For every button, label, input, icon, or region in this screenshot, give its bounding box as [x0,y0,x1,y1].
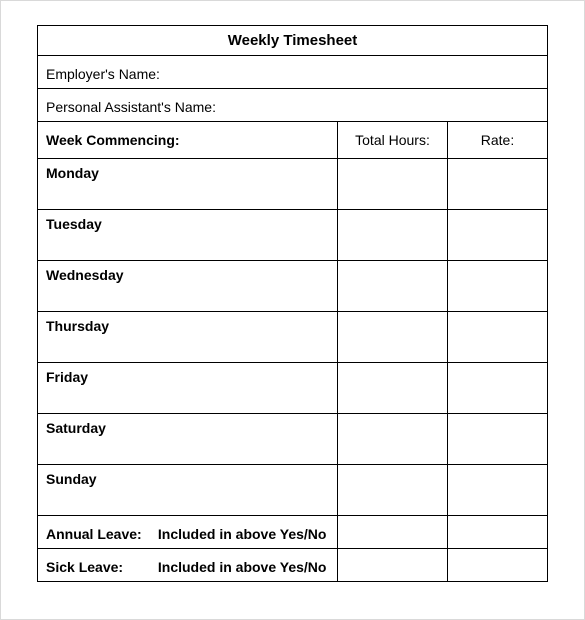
day-row: Wednesday [38,261,547,312]
page: Weekly Timesheet Employer's Name: Person… [0,0,585,620]
day-row: Friday [38,363,547,414]
annual-leave-row: Annual Leave: Included in above Yes/No [38,516,547,549]
day-label: Wednesday [38,261,337,312]
day-row: Monday [38,159,547,210]
rate-cell [447,516,547,549]
total-hours-header: Total Hours: [337,122,447,159]
day-label: Tuesday [38,210,337,261]
day-label: Saturday [38,414,337,465]
employer-name-label: Employer's Name: [38,56,547,89]
title: Weekly Timesheet [38,26,547,56]
total-hours-cell [337,312,447,363]
total-hours-cell [337,549,447,582]
assistant-name-label: Personal Assistant's Name: [38,89,547,122]
rate-cell [447,261,547,312]
rate-header: Rate: [447,122,547,159]
rate-cell [447,210,547,261]
timesheet-table: Weekly Timesheet Employer's Name: Person… [37,25,548,582]
header-row: Week Commencing: Total Hours: Rate: [38,122,547,159]
day-row: Tuesday [38,210,547,261]
sick-leave-label: Sick Leave: [46,559,154,575]
day-label: Thursday [38,312,337,363]
rate-cell [447,159,547,210]
day-row: Saturday [38,414,547,465]
total-hours-cell [337,465,447,516]
total-hours-cell [337,210,447,261]
day-label: Monday [38,159,337,210]
sick-leave-included: Included in above Yes/No [158,559,327,575]
annual-leave-included: Included in above Yes/No [158,526,327,542]
annual-leave-cell: Annual Leave: Included in above Yes/No [38,516,337,549]
annual-leave-label: Annual Leave: [46,526,154,542]
sick-leave-row: Sick Leave: Included in above Yes/No [38,549,547,582]
total-hours-cell [337,363,447,414]
day-label: Friday [38,363,337,414]
rate-cell [447,312,547,363]
total-hours-cell [337,159,447,210]
total-hours-cell [337,516,447,549]
day-label: Sunday [38,465,337,516]
rate-cell [447,549,547,582]
total-hours-cell [337,261,447,312]
day-row: Sunday [38,465,547,516]
rate-cell [447,465,547,516]
rate-cell [447,414,547,465]
day-row: Thursday [38,312,547,363]
week-commencing-label: Week Commencing: [38,122,337,159]
total-hours-cell [337,414,447,465]
sick-leave-cell: Sick Leave: Included in above Yes/No [38,549,337,582]
rate-cell [447,363,547,414]
